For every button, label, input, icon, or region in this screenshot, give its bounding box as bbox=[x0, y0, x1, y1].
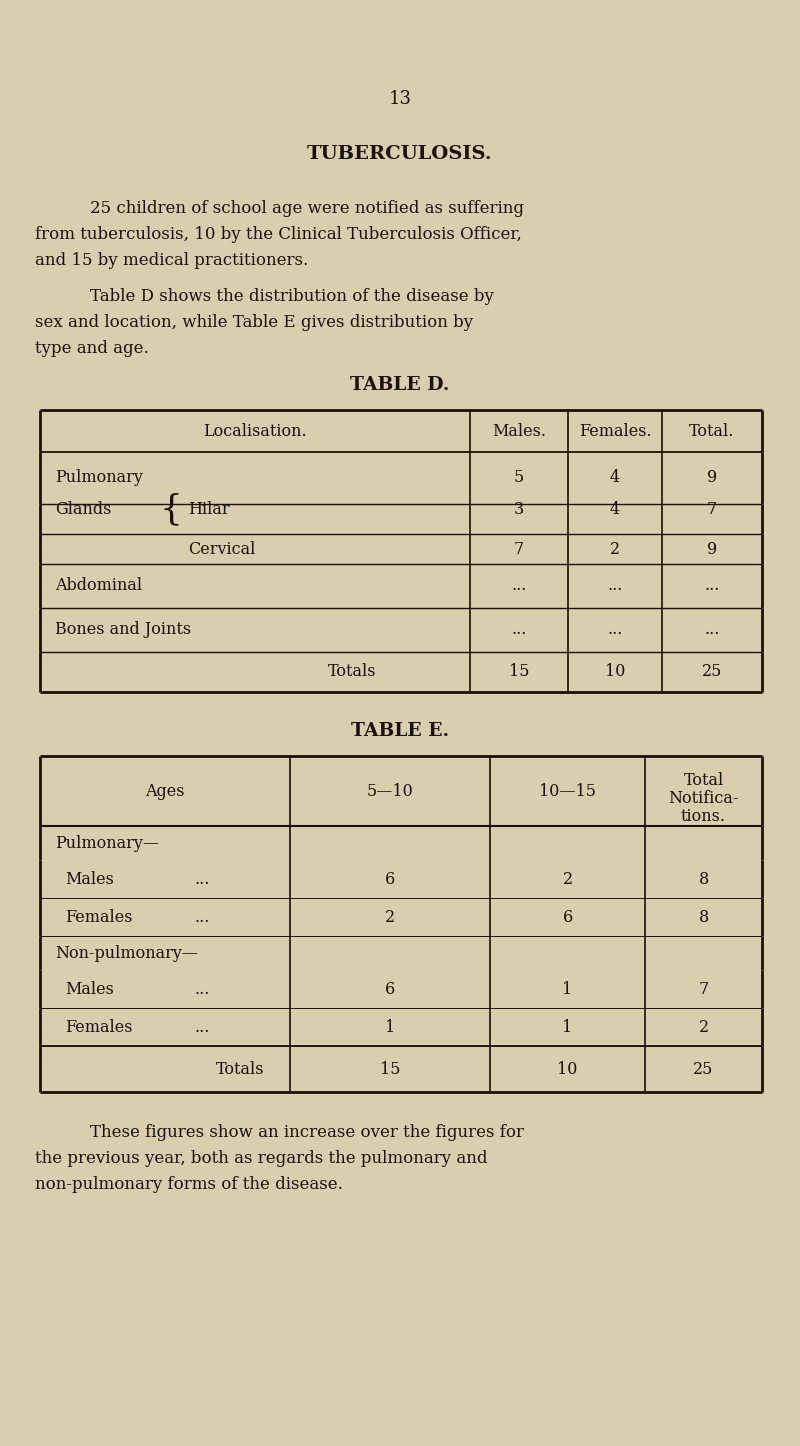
Text: 2: 2 bbox=[562, 870, 573, 888]
Text: Totals: Totals bbox=[216, 1060, 264, 1077]
Text: Females: Females bbox=[65, 1018, 133, 1035]
Text: Localisation.: Localisation. bbox=[203, 422, 307, 440]
Text: Total.: Total. bbox=[690, 422, 734, 440]
Text: Abdominal: Abdominal bbox=[55, 577, 142, 594]
Text: ...: ... bbox=[607, 622, 622, 639]
Text: 6: 6 bbox=[385, 980, 395, 998]
Text: Ages: Ages bbox=[146, 782, 185, 800]
Text: These figures show an increase over the figures for: These figures show an increase over the … bbox=[90, 1124, 524, 1141]
Text: {: { bbox=[160, 492, 183, 526]
Text: Males.: Males. bbox=[492, 422, 546, 440]
Text: 8: 8 bbox=[698, 908, 709, 925]
Text: 2: 2 bbox=[610, 541, 620, 558]
Text: ...: ... bbox=[195, 1018, 210, 1035]
Text: Cervical: Cervical bbox=[188, 541, 255, 558]
Text: 1: 1 bbox=[562, 1018, 573, 1035]
Text: tions.: tions. bbox=[681, 808, 726, 826]
Text: ...: ... bbox=[195, 908, 210, 925]
Text: ...: ... bbox=[195, 870, 210, 888]
Text: 2: 2 bbox=[698, 1018, 709, 1035]
Text: Table D shows the distribution of the disease by: Table D shows the distribution of the di… bbox=[90, 288, 494, 305]
Text: 10: 10 bbox=[605, 664, 625, 681]
Text: 5: 5 bbox=[514, 470, 524, 486]
Text: 25: 25 bbox=[694, 1060, 714, 1077]
Text: ...: ... bbox=[195, 980, 210, 998]
Text: ...: ... bbox=[511, 577, 526, 594]
Text: ...: ... bbox=[704, 622, 720, 639]
Text: 9: 9 bbox=[707, 541, 717, 558]
Text: 25 children of school age were notified as suffering: 25 children of school age were notified … bbox=[90, 200, 524, 217]
Text: type and age.: type and age. bbox=[35, 340, 149, 357]
Text: sex and location, while Table E gives distribution by: sex and location, while Table E gives di… bbox=[35, 314, 473, 331]
Text: Pulmonary—: Pulmonary— bbox=[55, 834, 159, 852]
Text: from tuberculosis, 10 by the Clinical Tuberculosis Officer,: from tuberculosis, 10 by the Clinical Tu… bbox=[35, 226, 522, 243]
Text: 2: 2 bbox=[385, 908, 395, 925]
Text: Males: Males bbox=[65, 870, 114, 888]
Text: 9: 9 bbox=[707, 470, 717, 486]
Text: Males: Males bbox=[65, 980, 114, 998]
Text: 1: 1 bbox=[385, 1018, 395, 1035]
Text: 10: 10 bbox=[558, 1060, 578, 1077]
Text: 15: 15 bbox=[380, 1060, 400, 1077]
Text: 4: 4 bbox=[610, 470, 620, 486]
Text: 4: 4 bbox=[610, 500, 620, 518]
Text: 15: 15 bbox=[509, 664, 530, 681]
Text: Non-pulmonary—: Non-pulmonary— bbox=[55, 944, 198, 962]
Text: 6: 6 bbox=[562, 908, 573, 925]
Text: 7: 7 bbox=[698, 980, 709, 998]
Text: 25: 25 bbox=[702, 664, 722, 681]
Text: ...: ... bbox=[511, 622, 526, 639]
Text: 13: 13 bbox=[389, 90, 411, 108]
Text: Glands: Glands bbox=[55, 500, 111, 518]
Text: Hilar: Hilar bbox=[188, 500, 230, 518]
Text: Pulmonary: Pulmonary bbox=[55, 470, 143, 486]
Text: non-pulmonary forms of the disease.: non-pulmonary forms of the disease. bbox=[35, 1176, 343, 1193]
Text: the previous year, both as regards the pulmonary and: the previous year, both as regards the p… bbox=[35, 1150, 487, 1167]
Text: ...: ... bbox=[607, 577, 622, 594]
Text: 5—10: 5—10 bbox=[366, 782, 414, 800]
Text: 6: 6 bbox=[385, 870, 395, 888]
Text: Bones and Joints: Bones and Joints bbox=[55, 622, 191, 639]
Text: Females: Females bbox=[65, 908, 133, 925]
Text: 8: 8 bbox=[698, 870, 709, 888]
Text: Notifica-: Notifica- bbox=[668, 790, 738, 807]
Text: TABLE D.: TABLE D. bbox=[350, 376, 450, 393]
Text: 1: 1 bbox=[562, 980, 573, 998]
Text: 7: 7 bbox=[514, 541, 524, 558]
Text: Females.: Females. bbox=[578, 422, 651, 440]
Text: Totals: Totals bbox=[327, 664, 376, 681]
Text: 10—15: 10—15 bbox=[539, 782, 596, 800]
Text: TUBERCULOSIS.: TUBERCULOSIS. bbox=[307, 145, 493, 163]
Text: TABLE E.: TABLE E. bbox=[351, 722, 449, 740]
Text: and 15 by medical practitioners.: and 15 by medical practitioners. bbox=[35, 252, 308, 269]
Text: ...: ... bbox=[704, 577, 720, 594]
Text: 7: 7 bbox=[707, 500, 717, 518]
Text: 3: 3 bbox=[514, 500, 524, 518]
Text: Total: Total bbox=[683, 772, 724, 790]
